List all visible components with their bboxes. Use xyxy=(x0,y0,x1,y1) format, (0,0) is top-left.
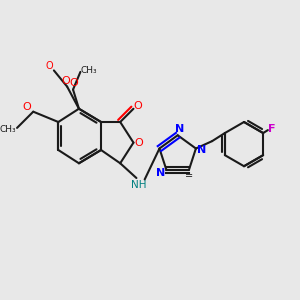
Text: N: N xyxy=(157,168,166,178)
Text: CH₃: CH₃ xyxy=(81,66,98,75)
Text: =: = xyxy=(185,171,193,182)
Text: CH₃: CH₃ xyxy=(0,125,16,134)
Text: O: O xyxy=(134,138,143,148)
Text: N: N xyxy=(196,145,206,155)
Text: O: O xyxy=(22,102,31,112)
Text: O: O xyxy=(134,101,142,111)
Text: NH: NH xyxy=(131,180,146,190)
Text: O: O xyxy=(69,78,78,88)
Text: F: F xyxy=(268,124,275,134)
Text: O: O xyxy=(46,61,53,71)
Text: O: O xyxy=(61,76,70,86)
Text: N: N xyxy=(175,124,184,134)
